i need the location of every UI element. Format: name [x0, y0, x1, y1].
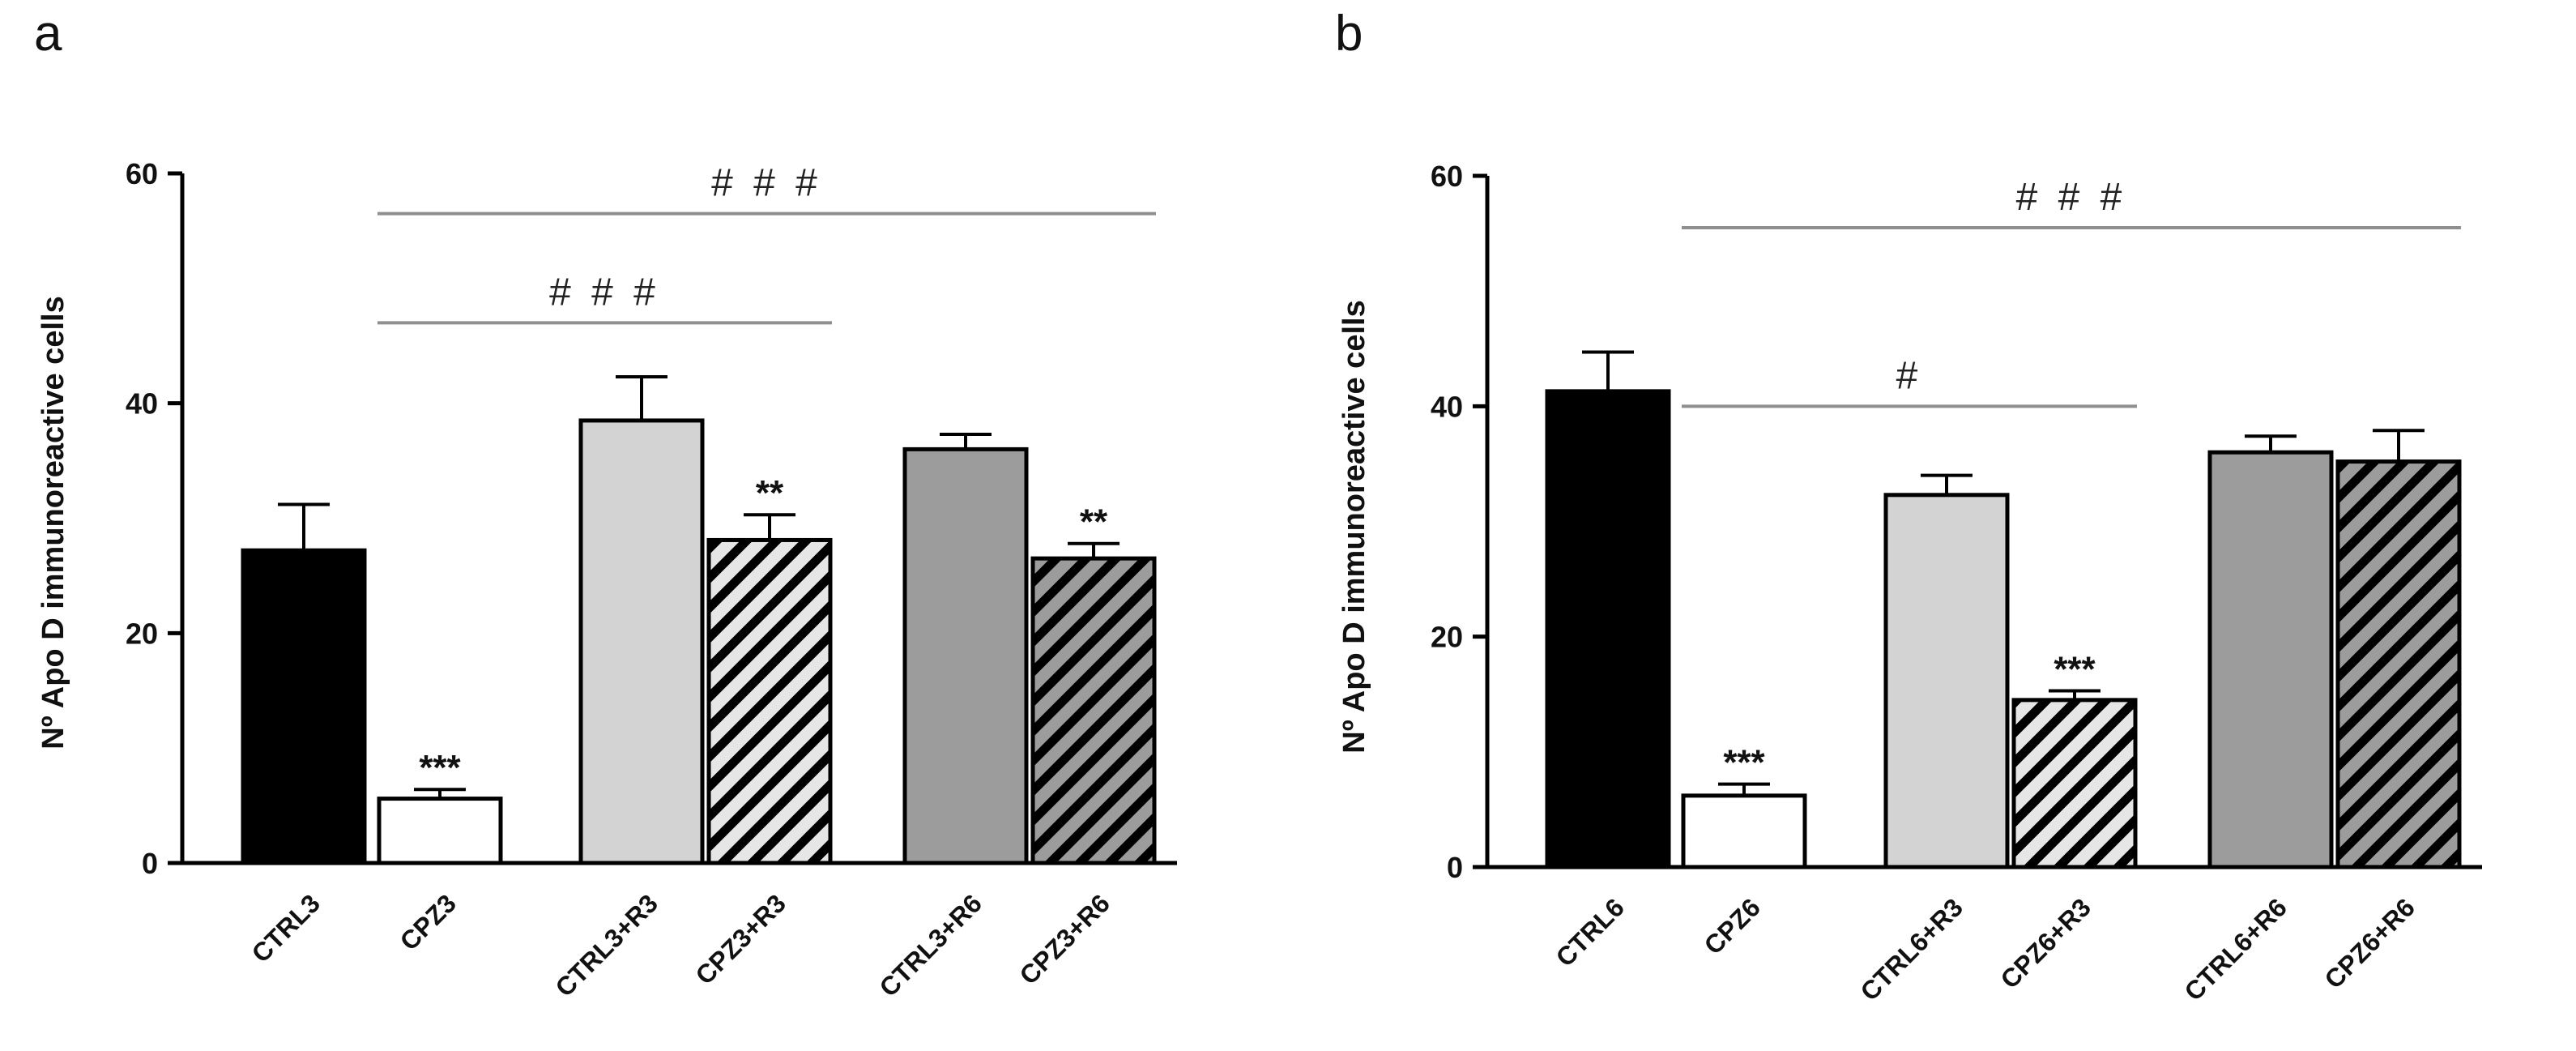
x-tick-label: CPZ6 — [1699, 892, 1766, 959]
x-tick-label: CPZ3+R6 — [1014, 888, 1115, 989]
panel-a: a Nº Apo D immunoreactive cells 0 20 40 60 C… — [34, 6, 1177, 1002]
bar-ctrl3 — [241, 548, 367, 865]
significance-stars: *** — [419, 748, 461, 788]
comparison-label: # # # — [2016, 176, 2127, 219]
comparison-label: # # # — [549, 271, 660, 314]
bar-cpz6 — [1681, 793, 1807, 869]
x-tick-label: CPZ6+R3 — [1995, 892, 2096, 993]
y-tick-label: 0 — [142, 847, 158, 880]
bar-cpz6-plus-r6 — [2335, 459, 2462, 869]
y-tick-label: 60 — [126, 157, 158, 190]
bar-cpz3-plus-r3 — [706, 537, 833, 865]
y-tick-label: 40 — [126, 387, 158, 421]
y-tick-label: 40 — [1431, 390, 1463, 423]
bar-cpz6-plus-r3 — [2011, 698, 2138, 869]
panel-label-a: a — [34, 6, 62, 62]
x-tick-label: CPZ6+R6 — [2319, 892, 2420, 993]
panel-b: b Nº Apo D immunoreactive cells 0 20 40 60 C… — [1335, 6, 2482, 1006]
y-tick-label: 0 — [1447, 851, 1463, 884]
comparison-label: # # # — [711, 162, 822, 205]
x-tick-label: CTRL6 — [1550, 892, 1630, 972]
bar-ctrl6 — [1545, 389, 1671, 869]
x-tick-label: CPZ3+R3 — [690, 888, 791, 989]
x-tick-label: CTRL3+R6 — [873, 888, 987, 1002]
bar-cpz3 — [377, 797, 503, 865]
y-tick-label: 20 — [126, 617, 158, 650]
significance-stars: *** — [2054, 649, 2096, 689]
significance-stars: ** — [1080, 502, 1108, 542]
x-tick-label: CTRL3 — [246, 888, 326, 968]
bar-ctrl3-plus-r6 — [902, 446, 1029, 865]
y-tick-label: 20 — [1431, 621, 1463, 654]
comparison-label: # — [1896, 354, 1923, 397]
x-tick-label: CTRL6+R3 — [1854, 892, 1968, 1006]
bar-ctrl6-plus-r6 — [2207, 450, 2334, 869]
bar-cpz3-plus-r6 — [1030, 556, 1157, 865]
x-tick-label: CPZ3 — [395, 888, 462, 955]
bar-ctrl3-plus-r3 — [578, 418, 705, 865]
bar-ctrl6-plus-r3 — [1883, 493, 2010, 869]
y-axis-label-a: Nº Apo D immunoreactive cells — [36, 296, 70, 749]
significance-stars: *** — [1723, 743, 1765, 783]
panel-label-b: b — [1335, 6, 1363, 62]
y-tick-label: 60 — [1431, 160, 1463, 193]
y-axis-label-b: Nº Apo D immunoreactive cells — [1337, 300, 1371, 753]
x-tick-label: CTRL3+R3 — [549, 888, 663, 1002]
x-tick-label: CTRL6+R6 — [2178, 892, 2292, 1006]
significance-stars: ** — [756, 473, 784, 513]
